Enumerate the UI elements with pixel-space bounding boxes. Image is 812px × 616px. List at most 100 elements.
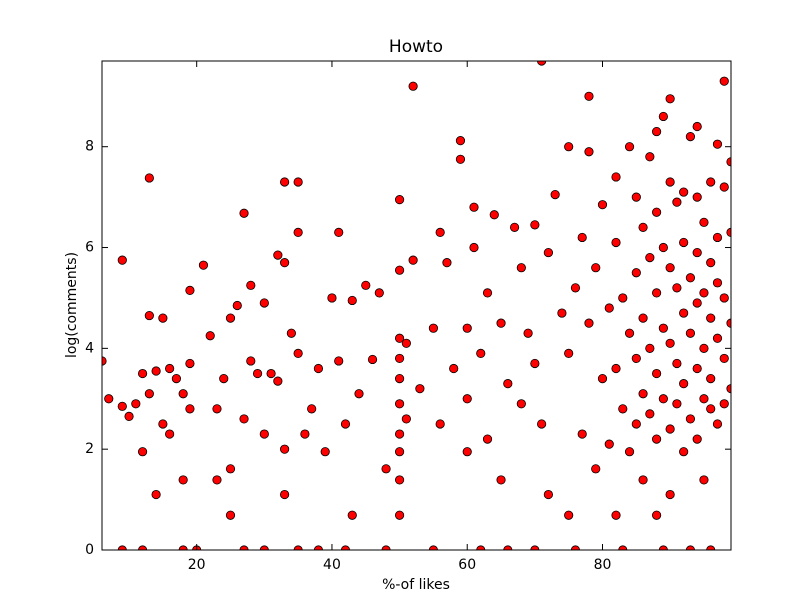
point: [469, 242, 479, 253]
plot-frame: [101, 60, 732, 551]
point: [645, 152, 655, 162]
point: [144, 389, 154, 399]
point: [638, 389, 648, 399]
point: [679, 308, 689, 318]
point: [259, 429, 269, 439]
point: [225, 510, 236, 520]
point: [712, 232, 723, 243]
point: [347, 295, 357, 306]
point: [712, 333, 723, 343]
point: [706, 404, 716, 414]
point: [658, 394, 668, 404]
point: [347, 510, 357, 520]
point: [665, 338, 675, 348]
point: [509, 222, 520, 232]
point: [611, 172, 621, 182]
point: [631, 353, 641, 364]
point: [679, 379, 689, 389]
point: [631, 419, 641, 429]
point: [699, 343, 709, 353]
point: [597, 373, 608, 384]
point: [415, 384, 425, 394]
point: [239, 208, 249, 218]
point: [225, 313, 236, 323]
point: [293, 177, 303, 187]
point: [584, 147, 594, 157]
x-tick-label: 20: [188, 557, 206, 573]
y-tick-label: 6: [85, 240, 94, 256]
point: [665, 177, 675, 187]
point: [280, 177, 290, 187]
point: [158, 313, 168, 323]
point: [679, 237, 689, 248]
point: [185, 285, 195, 295]
point: [239, 414, 249, 424]
point: [394, 447, 405, 457]
point: [665, 424, 675, 434]
point: [117, 255, 127, 265]
point: [137, 447, 148, 457]
point: [658, 242, 668, 253]
point: [638, 475, 648, 485]
point: [462, 447, 472, 457]
point: [320, 447, 330, 457]
point: [624, 142, 635, 152]
point: [340, 419, 351, 429]
point: [638, 222, 648, 232]
point: [591, 464, 601, 474]
y-tick-label: 8: [85, 139, 94, 155]
point: [212, 475, 222, 485]
point: [327, 293, 337, 303]
point: [185, 404, 195, 414]
point: [719, 399, 729, 409]
point: [496, 318, 506, 328]
point: [124, 411, 134, 422]
point: [516, 263, 526, 273]
y-tick-label: 4: [85, 340, 94, 356]
point: [712, 278, 723, 288]
point: [712, 419, 723, 429]
point: [672, 399, 682, 409]
point: [591, 263, 601, 273]
chart-title: Howto: [389, 37, 443, 57]
point: [273, 376, 283, 386]
point: [645, 253, 655, 263]
point: [719, 76, 729, 86]
point: [706, 258, 716, 268]
point: [692, 363, 702, 374]
point: [706, 373, 716, 384]
point: [185, 358, 195, 369]
point: [219, 373, 229, 384]
point: [293, 348, 303, 358]
point: [611, 363, 621, 374]
point: [692, 121, 702, 132]
point: [293, 227, 303, 238]
point: [259, 298, 269, 308]
point: [597, 200, 608, 210]
point: [564, 348, 574, 358]
point: [631, 268, 641, 278]
point: [455, 154, 466, 164]
point: [266, 368, 276, 379]
point: [665, 94, 675, 104]
point: [652, 126, 662, 137]
point: [503, 379, 513, 389]
point: [557, 308, 567, 318]
point: [131, 399, 141, 409]
point: [550, 189, 560, 200]
point: [685, 273, 696, 283]
point: [462, 394, 472, 404]
point: [699, 475, 709, 485]
point: [442, 258, 452, 268]
point: [469, 202, 479, 212]
point: [719, 353, 729, 364]
point: [672, 283, 682, 293]
point: [313, 363, 324, 374]
point: [367, 354, 378, 365]
point: [496, 475, 506, 485]
point: [543, 247, 553, 258]
point: [645, 343, 655, 353]
point: [225, 464, 236, 474]
point: [334, 227, 344, 238]
